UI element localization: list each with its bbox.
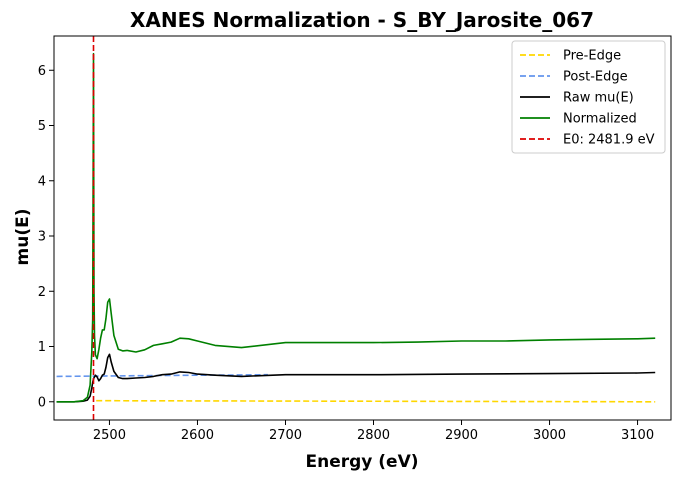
x-tick-label: 2600 — [181, 428, 214, 443]
legend-label: E0: 2481.9 eV — [563, 133, 655, 148]
y-axis-label: mu(E) — [13, 209, 33, 266]
y-tick-label: 5 — [38, 119, 46, 134]
y-tick-label: 6 — [38, 64, 46, 79]
x-axis-label: Energy (eV) — [305, 452, 418, 472]
series-line-raw-mu-e — [56, 353, 656, 403]
chart-title: XANES Normalization - S_BY_Jarosite_067 — [130, 8, 594, 32]
y-tick-label: 0 — [38, 395, 46, 410]
legend-box — [511, 40, 666, 154]
y-tick-label: 1 — [38, 340, 46, 355]
y-tick-label: 2 — [38, 285, 46, 300]
series-line-post-edge — [56, 373, 268, 378]
x-tick-label: 2800 — [357, 428, 390, 443]
legend-label: Raw mu(E) — [563, 91, 634, 106]
series-line-pre-edge — [96, 399, 656, 403]
series-layer — [56, 36, 656, 420]
x-tick-label: 2500 — [93, 428, 126, 443]
ticks-layer: 2500 2600 2700 2800 2900 3000 3100 0 1 2 3 4 5 6 — [38, 64, 654, 443]
x-tick-label: 3000 — [533, 428, 566, 443]
plot-frame — [53, 35, 672, 421]
legend: Pre-Edge Post-Edge Raw mu(E) Normalized E0: … — [511, 40, 666, 154]
x-tick-label: 2700 — [269, 428, 302, 443]
legend-label: Post-Edge — [563, 70, 628, 85]
y-tick-label: 3 — [38, 230, 46, 245]
x-tick-label: 3100 — [621, 428, 654, 443]
legend-label: Normalized — [563, 112, 637, 127]
x-tick-label: 2900 — [445, 428, 478, 443]
legend-label: Pre-Edge — [563, 49, 621, 64]
y-tick-label: 4 — [38, 174, 46, 189]
